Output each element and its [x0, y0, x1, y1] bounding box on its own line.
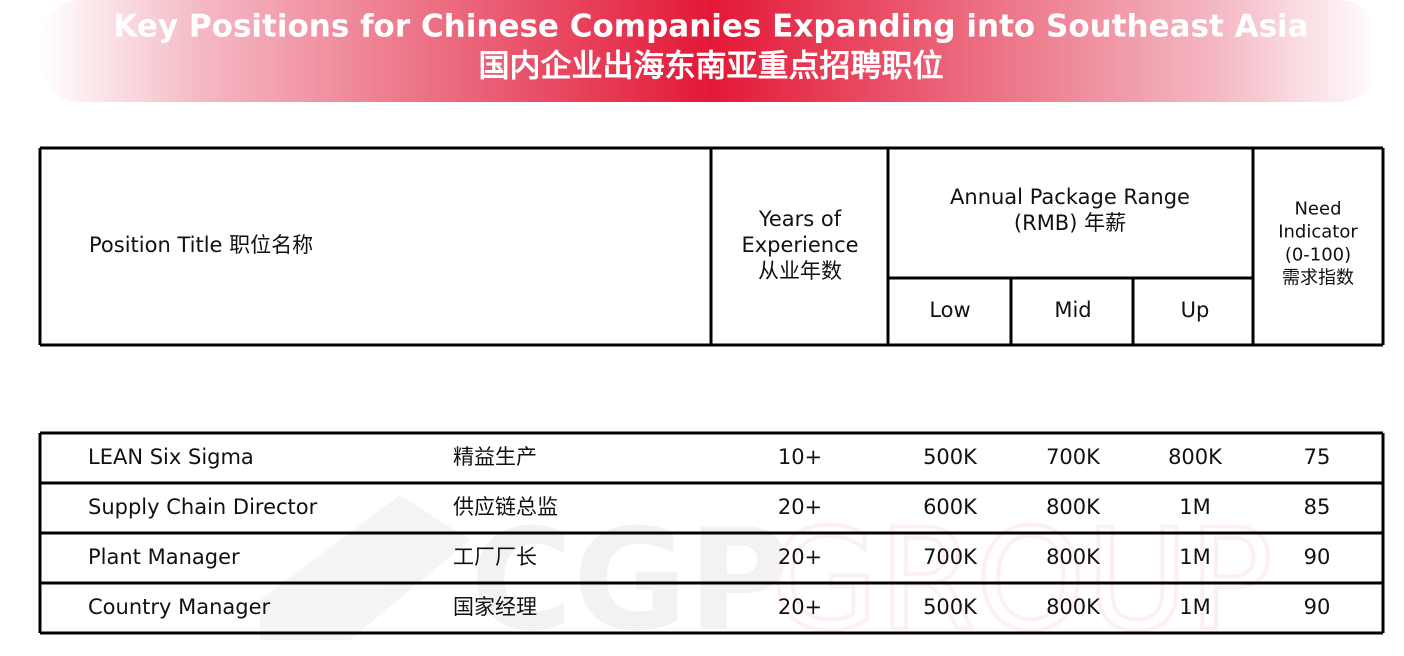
table-cell: 90 [1304, 595, 1331, 619]
title: Key Positions for Chinese Companies Expa… [113, 9, 1308, 45]
table-cell: 精益生产 [453, 445, 537, 469]
column-header: Low [929, 298, 970, 322]
table-cell: 20+ [778, 595, 822, 619]
table-cell: 90 [1304, 545, 1331, 569]
watermark-logo [260, 495, 470, 640]
table-cell: 1M [1179, 595, 1210, 619]
table-cell: 500K [923, 445, 978, 469]
column-header: Mid [1054, 298, 1091, 322]
watermark: CGP GROUP [260, 495, 1275, 656]
column-header: Indicator [1278, 222, 1358, 243]
table-cell: 800K [1046, 595, 1101, 619]
table-borders [38, 146, 1385, 635]
table-cell: Plant Manager [88, 545, 240, 569]
table-cell: 700K [923, 545, 978, 569]
column-header: (0-100) [1285, 245, 1351, 266]
table-cell: 75 [1304, 445, 1331, 469]
table-cell: 500K [923, 595, 978, 619]
title-banner [40, 0, 1380, 102]
column-header: Need [1294, 199, 1341, 220]
table-cell: 工厂厂长 [453, 545, 537, 569]
table-cell: 85 [1304, 495, 1331, 519]
column-header: Up [1181, 298, 1210, 322]
column-header: Annual Package Range [950, 185, 1190, 209]
table-cell: LEAN Six Sigma [88, 445, 254, 469]
table-cell: 600K [923, 495, 978, 519]
table-cell: Supply Chain Director [88, 495, 318, 519]
table-cell: 1M [1179, 545, 1210, 569]
table-cell: 10+ [778, 445, 822, 469]
table-cell: 1M [1179, 495, 1210, 519]
column-header: Experience [741, 233, 858, 257]
table-cell: 供应链总监 [453, 495, 558, 519]
watermark-text: GROUP [770, 500, 1273, 656]
table-cell: 20+ [778, 545, 822, 569]
column-header: Years of [758, 207, 842, 231]
table-cell: 800K [1046, 495, 1101, 519]
column-header: (RMB) 年薪 [1014, 211, 1126, 235]
column-header: 从业年数 [758, 259, 842, 283]
table-cell: 20+ [778, 495, 822, 519]
table-cell: 800K [1046, 545, 1101, 569]
column-header: 需求指数 [1282, 268, 1354, 289]
table: Position Title 职位名称 Years ofExperience从业年… [88, 185, 1358, 619]
table-cell: Country Manager [88, 595, 271, 619]
column-header: Position Title 职位名称 [89, 233, 313, 257]
table-cell: 700K [1046, 445, 1101, 469]
subtitle: 国内企业出海东南亚重点招聘职位 [479, 49, 944, 85]
table-cell: 800K [1168, 445, 1223, 469]
table-cell: 国家经理 [453, 595, 537, 619]
watermark-text: CGP [470, 500, 790, 656]
